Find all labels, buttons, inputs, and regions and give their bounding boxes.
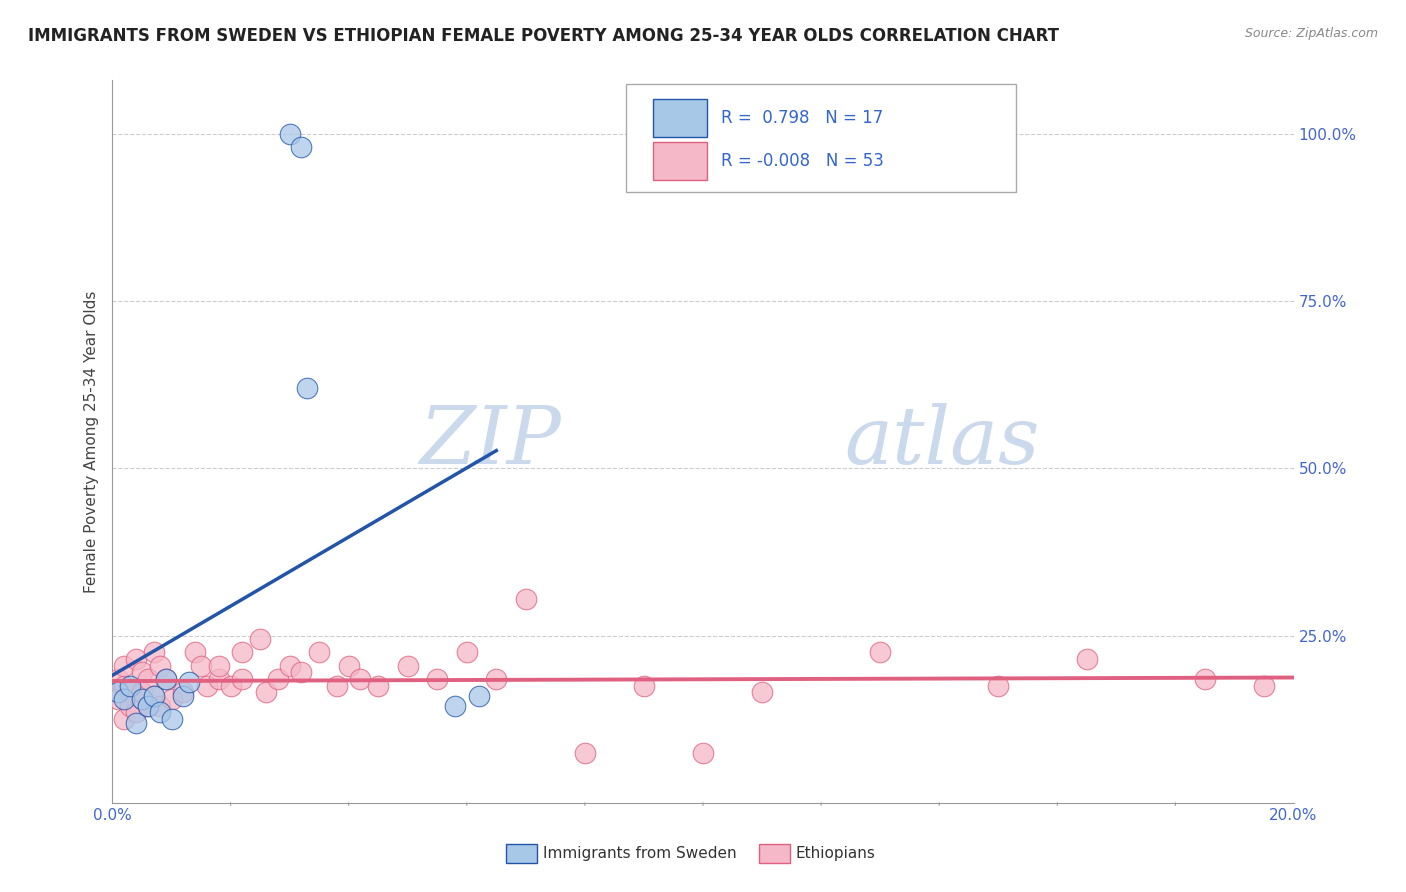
Point bbox=[190, 658, 212, 673]
Point bbox=[120, 698, 142, 713]
Point bbox=[396, 658, 419, 673]
Point bbox=[160, 712, 183, 726]
Point bbox=[987, 679, 1010, 693]
FancyBboxPatch shape bbox=[654, 99, 707, 136]
Point bbox=[136, 698, 159, 713]
Point bbox=[136, 698, 159, 713]
Text: Ethiopians: Ethiopians bbox=[796, 847, 876, 861]
Point bbox=[290, 140, 312, 154]
Point bbox=[485, 672, 508, 686]
Text: atlas: atlas bbox=[845, 403, 1040, 480]
Point bbox=[633, 679, 655, 693]
Point bbox=[149, 698, 172, 713]
Point bbox=[208, 658, 231, 673]
Point bbox=[184, 645, 207, 659]
Point bbox=[254, 685, 277, 699]
Point bbox=[751, 685, 773, 699]
Point bbox=[155, 672, 177, 686]
Point bbox=[120, 679, 142, 693]
Point bbox=[107, 672, 129, 686]
Point bbox=[112, 692, 135, 706]
Point bbox=[179, 675, 201, 690]
Point bbox=[426, 672, 449, 686]
Point bbox=[231, 645, 253, 659]
Point bbox=[142, 689, 165, 703]
Text: ZIP: ZIP bbox=[419, 403, 561, 480]
Point bbox=[278, 127, 301, 141]
Point bbox=[131, 665, 153, 680]
Point bbox=[219, 679, 242, 693]
Point bbox=[692, 746, 714, 760]
Point bbox=[142, 645, 165, 659]
Point bbox=[515, 591, 537, 606]
Point bbox=[574, 746, 596, 760]
Point bbox=[195, 679, 218, 693]
Point bbox=[120, 685, 142, 699]
Point bbox=[444, 698, 467, 713]
Point bbox=[172, 685, 194, 699]
Text: R = -0.008   N = 53: R = -0.008 N = 53 bbox=[721, 153, 883, 170]
Point bbox=[326, 679, 349, 693]
Point bbox=[467, 689, 489, 703]
Point bbox=[131, 685, 153, 699]
Point bbox=[149, 658, 172, 673]
Point bbox=[308, 645, 330, 659]
Point bbox=[112, 679, 135, 693]
Point bbox=[149, 706, 172, 720]
Text: R =  0.798   N = 17: R = 0.798 N = 17 bbox=[721, 109, 883, 127]
Text: IMMIGRANTS FROM SWEDEN VS ETHIOPIAN FEMALE POVERTY AMONG 25-34 YEAR OLDS CORRELA: IMMIGRANTS FROM SWEDEN VS ETHIOPIAN FEMA… bbox=[28, 27, 1059, 45]
Point bbox=[136, 672, 159, 686]
Point bbox=[278, 658, 301, 673]
Y-axis label: Female Poverty Among 25-34 Year Olds: Female Poverty Among 25-34 Year Olds bbox=[83, 291, 98, 592]
Point bbox=[142, 689, 165, 703]
Point bbox=[160, 692, 183, 706]
Point bbox=[131, 692, 153, 706]
Point bbox=[208, 672, 231, 686]
Point bbox=[125, 706, 148, 720]
Point bbox=[112, 658, 135, 673]
Point bbox=[249, 632, 271, 646]
Point bbox=[297, 381, 319, 395]
Point bbox=[869, 645, 891, 659]
FancyBboxPatch shape bbox=[626, 84, 1017, 193]
Point bbox=[267, 672, 290, 686]
Point bbox=[1253, 679, 1275, 693]
Point bbox=[172, 689, 194, 703]
Point bbox=[107, 685, 129, 699]
Point bbox=[231, 672, 253, 686]
Point bbox=[112, 712, 135, 726]
Text: Source: ZipAtlas.com: Source: ZipAtlas.com bbox=[1244, 27, 1378, 40]
Point bbox=[367, 679, 389, 693]
FancyBboxPatch shape bbox=[654, 143, 707, 180]
Text: Immigrants from Sweden: Immigrants from Sweden bbox=[543, 847, 737, 861]
Point bbox=[125, 715, 148, 730]
Point bbox=[290, 665, 312, 680]
Point bbox=[107, 692, 129, 706]
Point bbox=[131, 692, 153, 706]
Point bbox=[1194, 672, 1216, 686]
Point bbox=[155, 672, 177, 686]
Point bbox=[337, 658, 360, 673]
Point bbox=[349, 672, 371, 686]
Point bbox=[1076, 652, 1098, 666]
Point bbox=[125, 652, 148, 666]
Point bbox=[456, 645, 478, 659]
